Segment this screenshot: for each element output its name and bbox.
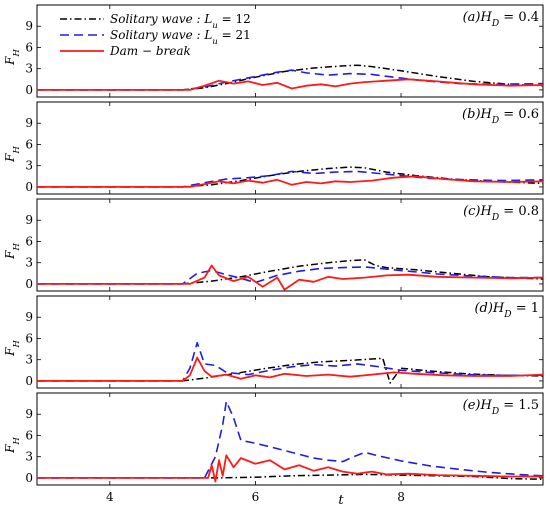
panel-2: 0 3 6 9 FH (c)HD = 0.8 [3,198,544,292]
y-tick-label: 0 [25,83,33,97]
series-line-dam [37,356,543,382]
panel-3: 0 3 6 9 FH (d)HD = 1 [3,295,544,389]
y-axis-label: FH [3,242,21,259]
y-tick-label: 9 [25,213,33,227]
y-tick-label: 9 [25,310,33,324]
panel-label: (c)HD = 0.8 [463,204,539,223]
series-line-s12 [37,473,543,481]
y-tick-label: 6 [25,137,33,151]
y-tick-label: 9 [25,116,33,130]
series-line-s12 [37,64,543,91]
y-tick-label: 9 [25,407,33,421]
panel-frame [36,295,544,389]
y-axis-label: FH [3,48,21,65]
panel-frame [36,4,544,98]
legend-entry: Dam − break [109,44,191,58]
panel-0: 0 3 6 9 FH (a)HD = 0.4 [3,4,544,98]
series-line-dam [37,454,543,483]
legend-entry: Solitary wave : Lu = 12 [110,12,251,30]
x-tick-label: 6 [252,490,260,504]
y-axis-label: FH [3,436,21,453]
y-tick-label: 3 [25,353,33,367]
series-line-s12 [37,357,543,384]
y-tick-label: 3 [25,62,33,76]
series-line-dam [37,78,543,91]
x-axis-label: t [338,493,344,508]
panel-label: (e)HD = 1.5 [463,398,539,417]
y-tick-label: 0 [25,471,33,485]
y-tick-label: 3 [25,256,33,270]
y-tick-label: 6 [25,234,33,248]
x-tick-label: 4 [106,490,114,504]
panel-frame [36,101,544,195]
series-line-dam [37,264,543,291]
panel-label: (b)HD = 0.6 [462,107,539,126]
y-axis-label: FH [3,145,21,162]
y-tick-label: 0 [25,374,33,388]
y-tick-label: 9 [25,19,33,33]
y-tick-label: 6 [25,40,33,54]
panel-1: 0 3 6 9 FH (b)HD = 0.6 [3,101,544,195]
y-tick-label: 6 [25,331,33,345]
y-tick-label: 0 [25,180,33,194]
panel-4: 0 3 6 9 FH (e)HD = 1.5 4 6 8 t [3,392,544,508]
series-line-s12 [37,259,543,285]
y-tick-label: 0 [25,277,33,291]
y-tick-label: 3 [25,450,33,464]
series-line-s21 [37,341,543,382]
panel-label: (a)HD = 0.4 [463,10,539,29]
y-tick-label: 6 [25,428,33,442]
legend-entry: Solitary wave : Lu = 21 [110,28,251,46]
panel-frame [36,198,544,292]
series-line-dam [37,175,543,188]
y-axis-label: FH [3,339,21,356]
series-line-s21 [37,400,543,479]
x-tick-label: 8 [397,490,405,504]
y-tick-label: 3 [25,159,33,173]
panel-label: (d)HD = 1 [474,301,539,320]
